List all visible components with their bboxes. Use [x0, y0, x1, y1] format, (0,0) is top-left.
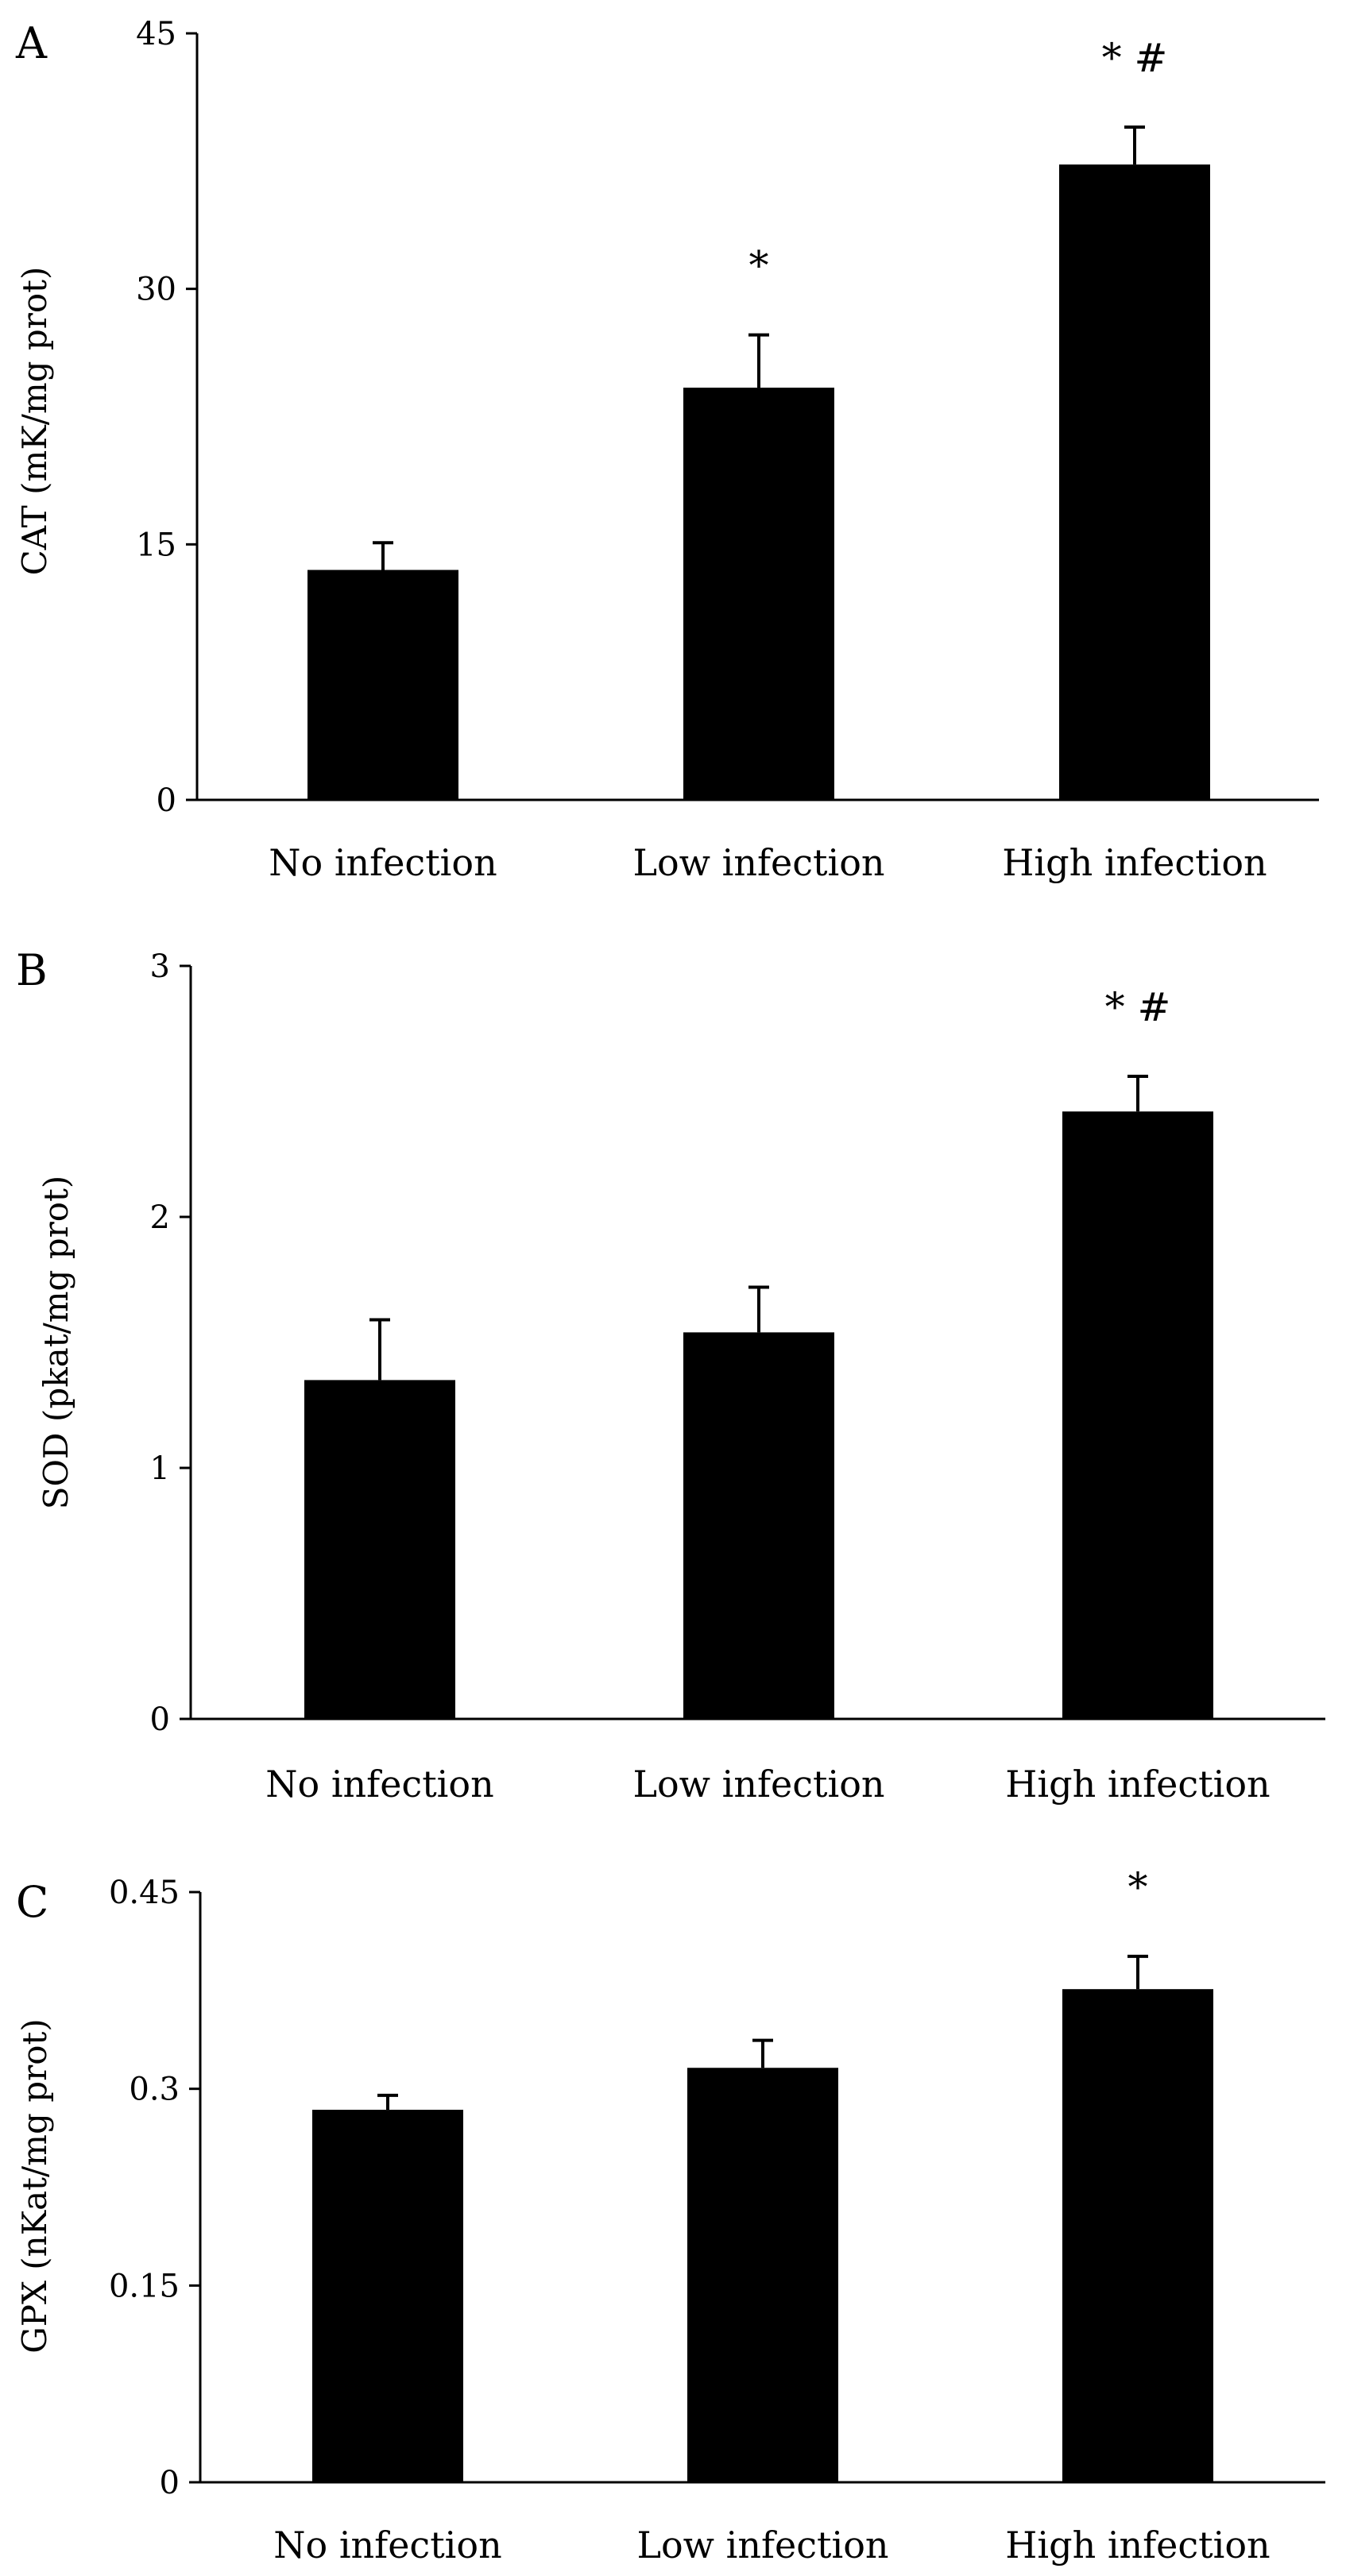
y-tick-label: 45 — [136, 16, 176, 52]
y-tick-label: 2 — [150, 1199, 170, 1236]
y-axis-title: CAT (mK/mg prot) — [15, 267, 54, 576]
panel-c: C GPX (nKat/mg prot) No infection Low in… — [15, 1864, 1325, 2566]
x-tick-label-low-infection: Low infection — [636, 2524, 888, 2566]
y-tick-label: 30 — [136, 272, 176, 308]
y-tick-label: 0.15 — [109, 2268, 180, 2304]
panel-letter: C — [16, 1877, 48, 1927]
bar-no-infection — [312, 2110, 463, 2482]
x-tick-label-low-infection: Low infection — [632, 841, 884, 884]
significance-marker: * — [749, 243, 769, 289]
bar-high-infection — [1059, 164, 1210, 801]
x-tick-label-no-infection: No infection — [269, 841, 497, 884]
y-tick-label: 15 — [136, 527, 176, 563]
y-axis-title: GPX (nKat/mg prot) — [15, 2018, 54, 2354]
bar-low-infection — [683, 388, 834, 800]
panel-b: B SOD (pkat/mg prot) No infection Low in… — [16, 945, 1325, 1806]
panel-letter: B — [16, 945, 48, 995]
significance-marker: * — [1128, 1864, 1148, 1910]
bar-no-infection — [307, 570, 458, 800]
y-tick-label: 0 — [157, 782, 176, 819]
x-tick-label-no-infection: No infection — [273, 2524, 501, 2566]
significance-marker: * # — [1102, 35, 1168, 81]
bar-no-infection — [304, 1380, 455, 1719]
y-tick-label: 0 — [150, 1701, 170, 1738]
bar-low-infection — [687, 2068, 838, 2482]
x-tick-label-no-infection: No infection — [265, 1763, 493, 1806]
x-tick-label-low-infection: Low infection — [632, 1763, 884, 1806]
x-tick-label-high-infection: High infection — [1005, 2524, 1270, 2566]
y-tick-label: 1 — [150, 1450, 170, 1487]
significance-marker: * # — [1105, 984, 1171, 1030]
bar-high-infection — [1062, 1111, 1213, 1719]
y-tick-label: 0.45 — [109, 1875, 180, 1911]
y-axis-title: SOD (pkat/mg prot) — [37, 1176, 75, 1510]
x-tick-label-high-infection: High infection — [1005, 1763, 1270, 1806]
bar-low-infection — [683, 1332, 834, 1719]
y-tick-label: 3 — [150, 948, 170, 985]
bar-high-infection — [1062, 1989, 1213, 2482]
x-tick-label-high-infection: High infection — [1002, 841, 1267, 884]
y-tick-label: 0.3 — [129, 2072, 180, 2108]
y-tick-label: 0 — [160, 2465, 180, 2501]
panel-a: A CAT (mK/mg prot) No infection Low infe… — [15, 16, 1319, 884]
panel-letter: A — [15, 18, 48, 68]
